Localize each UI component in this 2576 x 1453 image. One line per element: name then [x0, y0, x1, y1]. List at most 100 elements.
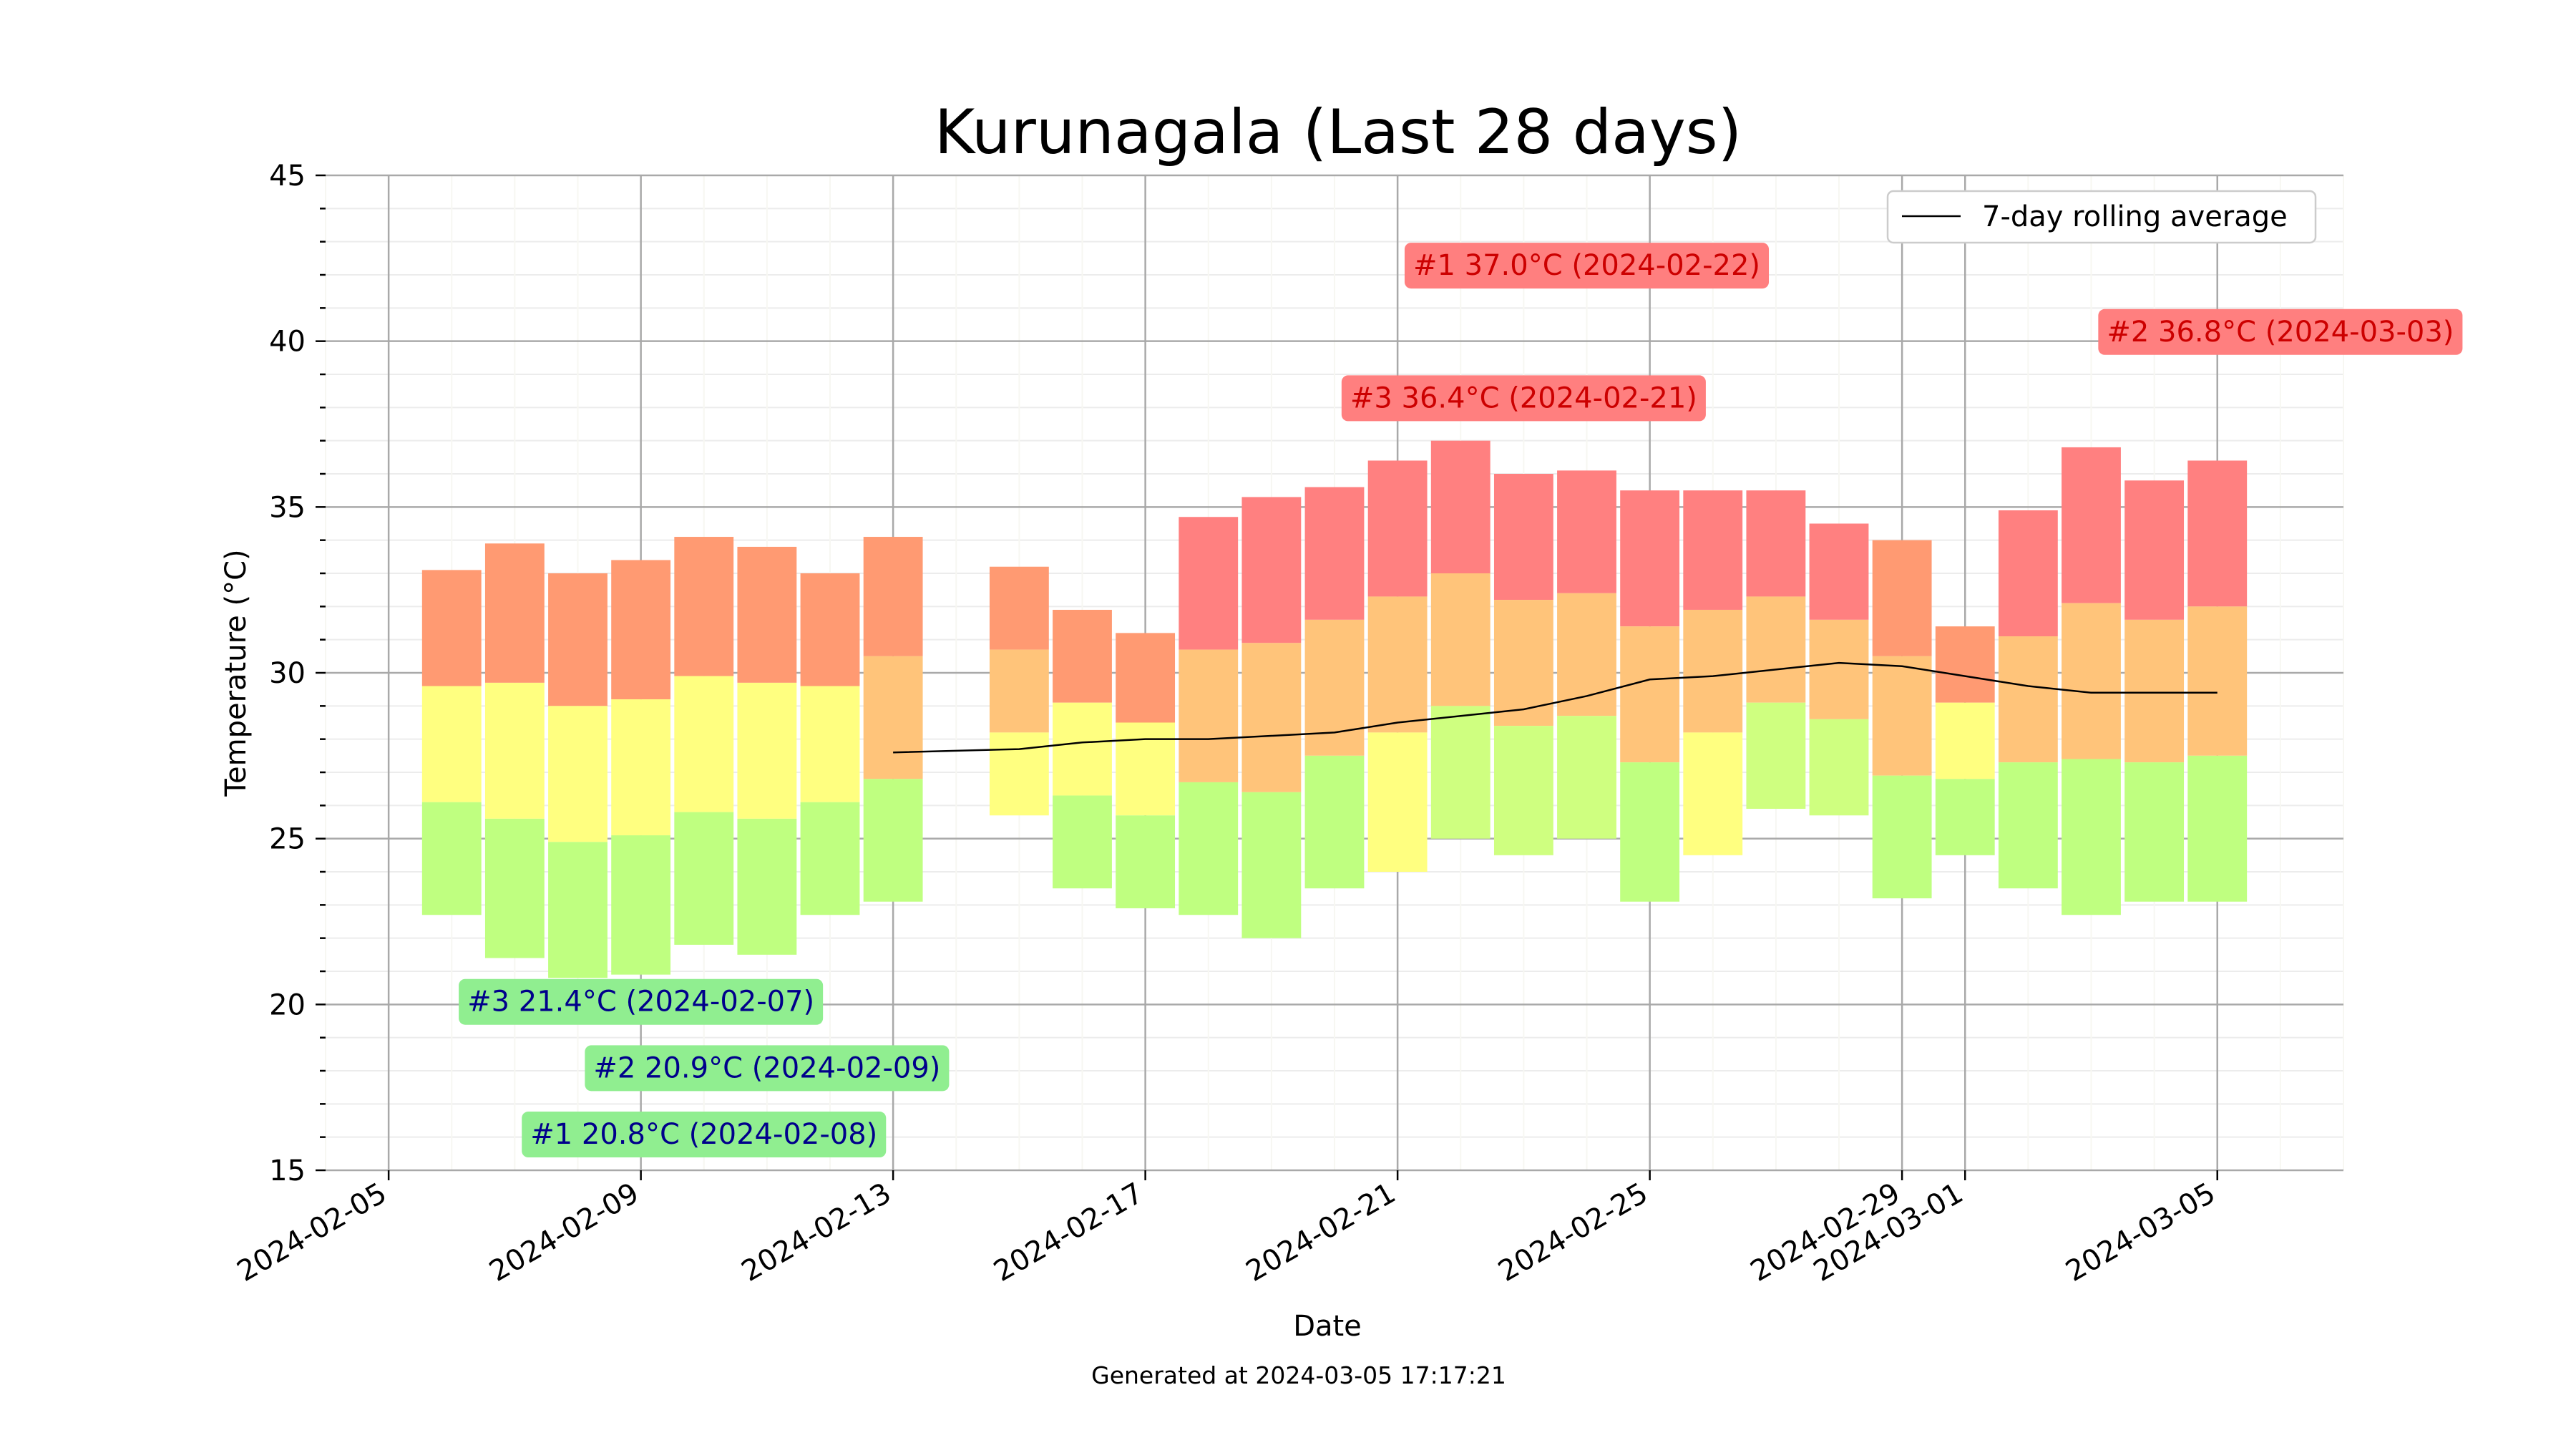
bar-segment [737, 818, 797, 955]
bar-segment [1367, 596, 1428, 733]
bar-segment [1241, 643, 1302, 792]
bar-segment [1430, 706, 1491, 839]
annotation-box [522, 1112, 887, 1158]
bar-segment [1304, 619, 1365, 756]
bar-segment [989, 566, 1049, 650]
annotation-hot: #1 37.0°C (2024-02-22) [1404, 243, 1770, 289]
bar-segment [1367, 732, 1428, 872]
bar-segment [1683, 490, 1743, 610]
annotation-box [1404, 243, 1770, 289]
bar-segment [2062, 759, 2121, 915]
annotation-cold: #3 21.4°C (2024-02-07) [459, 978, 824, 1025]
footer-timestamp: Generated at 2024-03-05 17:17:21 [1091, 1361, 1506, 1389]
bar-segment [1116, 815, 1176, 908]
bar-segment [484, 818, 545, 958]
bar-segment [1053, 795, 1112, 889]
bar-segment [2062, 603, 2121, 759]
bar-segment [2187, 606, 2248, 756]
annotation-box [2098, 308, 2463, 355]
bar-segment [737, 682, 797, 819]
bar-segment [800, 573, 860, 686]
y-tick-label: 25 [269, 823, 306, 856]
annotation-hot: #2 36.8°C (2024-03-03) [2098, 308, 2463, 355]
bar-segment [1683, 609, 1743, 733]
bar-segment [1746, 702, 1806, 809]
bar-segment [1746, 490, 1806, 597]
bar-segment [2187, 755, 2248, 902]
bar-segment [674, 812, 734, 945]
annotation-hot: #3 36.4°C (2024-02-21) [1341, 375, 1706, 422]
bar-segment [1683, 732, 1743, 855]
bar-segment [1053, 609, 1112, 703]
annotation-label: #2 36.8°C (2024-03-03) [2107, 316, 2454, 349]
bar-segment [1116, 722, 1176, 816]
bar-segment [1620, 626, 1680, 763]
annotations: #1 37.0°C (2024-02-22) #2 36.8°C (2024-03… [459, 243, 2463, 1158]
bars [421, 440, 2248, 978]
bar-segment [800, 686, 860, 802]
bar-segment [800, 802, 860, 915]
bar-segment [1430, 573, 1491, 706]
bar-segment [1493, 474, 1553, 601]
bar-segment [1620, 762, 1680, 902]
y-tick-label: 45 [269, 160, 306, 193]
bar-segment [421, 802, 482, 915]
bar-segment [1557, 593, 1616, 716]
bar-segment [1179, 517, 1239, 650]
annotation-box [459, 978, 824, 1025]
y-tick-label: 35 [269, 491, 306, 524]
annotation-cold: #1 20.8°C (2024-02-08) [522, 1112, 887, 1158]
x-axis-label: Date [1293, 1310, 1362, 1343]
bar-segment [989, 732, 1049, 816]
series-line [893, 661, 2218, 754]
bar-segment [863, 779, 923, 902]
bar-segment [1935, 779, 1995, 855]
chart-title: Kurunagala (Last 28 days) [935, 97, 1742, 168]
annotation-cold: #2 20.9°C (2024-02-09) [585, 1045, 950, 1092]
bar-segment [1241, 792, 1302, 938]
bar-segment [1304, 487, 1365, 620]
bar-segment [421, 570, 482, 686]
bar-segment [989, 649, 1049, 733]
bar-segment [484, 543, 545, 683]
x-tick-label: 2024-03-05 [2060, 1177, 2220, 1288]
bar-segment [611, 835, 671, 975]
bar-segment [1809, 619, 1869, 719]
bar-segment [1620, 490, 1680, 627]
bar-segment [863, 656, 923, 779]
annotation-label: #3 21.4°C (2024-02-07) [467, 986, 814, 1019]
y-tick-label: 15 [269, 1155, 306, 1187]
bar-segment [1179, 649, 1239, 782]
bar-segment [1935, 626, 1995, 703]
bar-segment [1493, 726, 1553, 855]
bar-segment [1367, 460, 1428, 597]
bar-segment [1493, 600, 1553, 726]
bar-segment [1935, 702, 1995, 779]
y-tick-label: 20 [269, 988, 306, 1021]
bar-segment [1304, 755, 1365, 889]
bar-segment [548, 573, 608, 706]
bar-segment [1872, 540, 1932, 656]
bar-segment [1557, 716, 1616, 839]
bar-segment [863, 537, 923, 656]
bar-segment [2062, 447, 2121, 603]
annotation-box [1341, 375, 1706, 422]
bar-segment [1998, 510, 2058, 637]
rolling-average [893, 661, 2218, 754]
bar-segment [1998, 762, 2058, 889]
legend-entry: 7-day rolling average [1982, 200, 2288, 233]
bar-segment [1557, 470, 1616, 593]
y-axis-label: Temperature (°C) [220, 549, 253, 797]
annotation-label: #2 20.9°C (2024-02-09) [593, 1051, 940, 1084]
bar-segment [1179, 782, 1239, 915]
bar-segment [611, 560, 671, 700]
bar-segment [1809, 523, 1869, 620]
bar-segment [1746, 596, 1806, 703]
bar-segment [1116, 633, 1176, 723]
bar-segment [737, 546, 797, 683]
y-tick-label: 40 [269, 326, 306, 359]
bar-segment [2124, 480, 2185, 620]
bar-segment [1872, 656, 1932, 776]
y-tick-label: 30 [269, 657, 306, 690]
